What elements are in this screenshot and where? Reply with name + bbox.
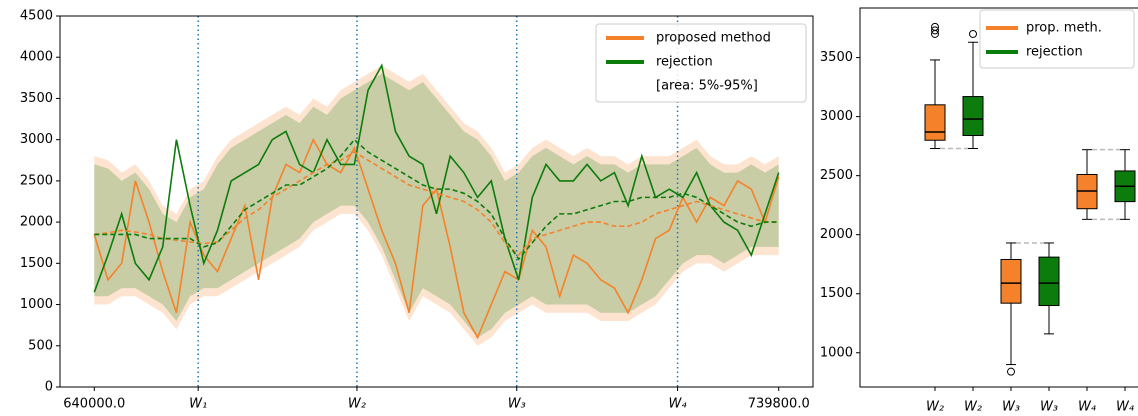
band (94, 65, 779, 346)
y-tick-label: 4000 (20, 50, 53, 65)
x-tick-label: W₄ (669, 397, 688, 412)
legend-box (595, 23, 807, 103)
band (94, 73, 779, 338)
plot-frame (859, 7, 1138, 388)
plot-frame (59, 15, 814, 388)
legend-label: prop. meth. (1026, 21, 1102, 36)
flier (931, 22, 939, 31)
legend-label: rejection (656, 55, 713, 70)
flier (931, 26, 939, 35)
line (93, 63, 780, 293)
mean-line (94, 138, 779, 261)
x-tick-label: W₂ (964, 400, 982, 415)
y-tick-label: 2500 (20, 173, 53, 188)
y-tick-label: 3000 (20, 132, 53, 147)
x-tick-label: W₃ (1002, 400, 1020, 415)
y-tick-label: 2000 (820, 227, 853, 242)
y-tick-label: 3500 (20, 91, 53, 106)
line-chart: 0 500 1000 1500 2000 2500 3000 3500 4000 4500 6400… (20, 9, 814, 412)
box (1000, 258, 1022, 304)
box (924, 104, 946, 141)
x-tick-label: W₁ (189, 397, 207, 412)
y-tick-label: 3500 (820, 50, 853, 65)
x-tick-label: W₄ (1116, 400, 1135, 415)
y-tick-label: 500 (28, 338, 53, 353)
legend-label: rejection (1026, 45, 1083, 60)
line (93, 137, 780, 340)
y-tick-label: 2000 (20, 215, 53, 230)
x-tick-label: 739800.0 (748, 397, 810, 412)
x-tick-label: W₃ (508, 397, 526, 412)
y-tick-label: 0 (45, 380, 53, 395)
y-tick-label: 1500 (20, 256, 53, 271)
y-tick-label: 4500 (20, 9, 53, 24)
y-tick-label: 3000 (820, 109, 853, 124)
y-tick-label: 1000 (820, 345, 853, 360)
mean-line (94, 151, 779, 257)
y-tick-label: 1500 (820, 286, 853, 301)
x-tick-label: W₄ (1078, 400, 1097, 415)
box (1038, 256, 1060, 307)
legend-box (979, 9, 1135, 69)
flier (969, 29, 977, 38)
x-tick-label: W₂ (348, 397, 366, 412)
legend-label: proposed method (656, 31, 771, 46)
x-tick-label: 640000.0 (63, 397, 125, 412)
x-tick-label: W₃ (1040, 400, 1058, 415)
y-tick-label: 1000 (20, 297, 53, 312)
y-tick-label: 2500 (820, 168, 853, 183)
legend-note: [area: 5%-95%] (656, 79, 758, 94)
box-chart: W₂ W₂ W₃ W₃ W₄ W₄ 1000 1500 2000 2500 3000 3500 prop… (820, 7, 1138, 415)
box (962, 96, 984, 137)
x-tick-label: W₂ (926, 400, 944, 415)
flier (1007, 367, 1015, 376)
